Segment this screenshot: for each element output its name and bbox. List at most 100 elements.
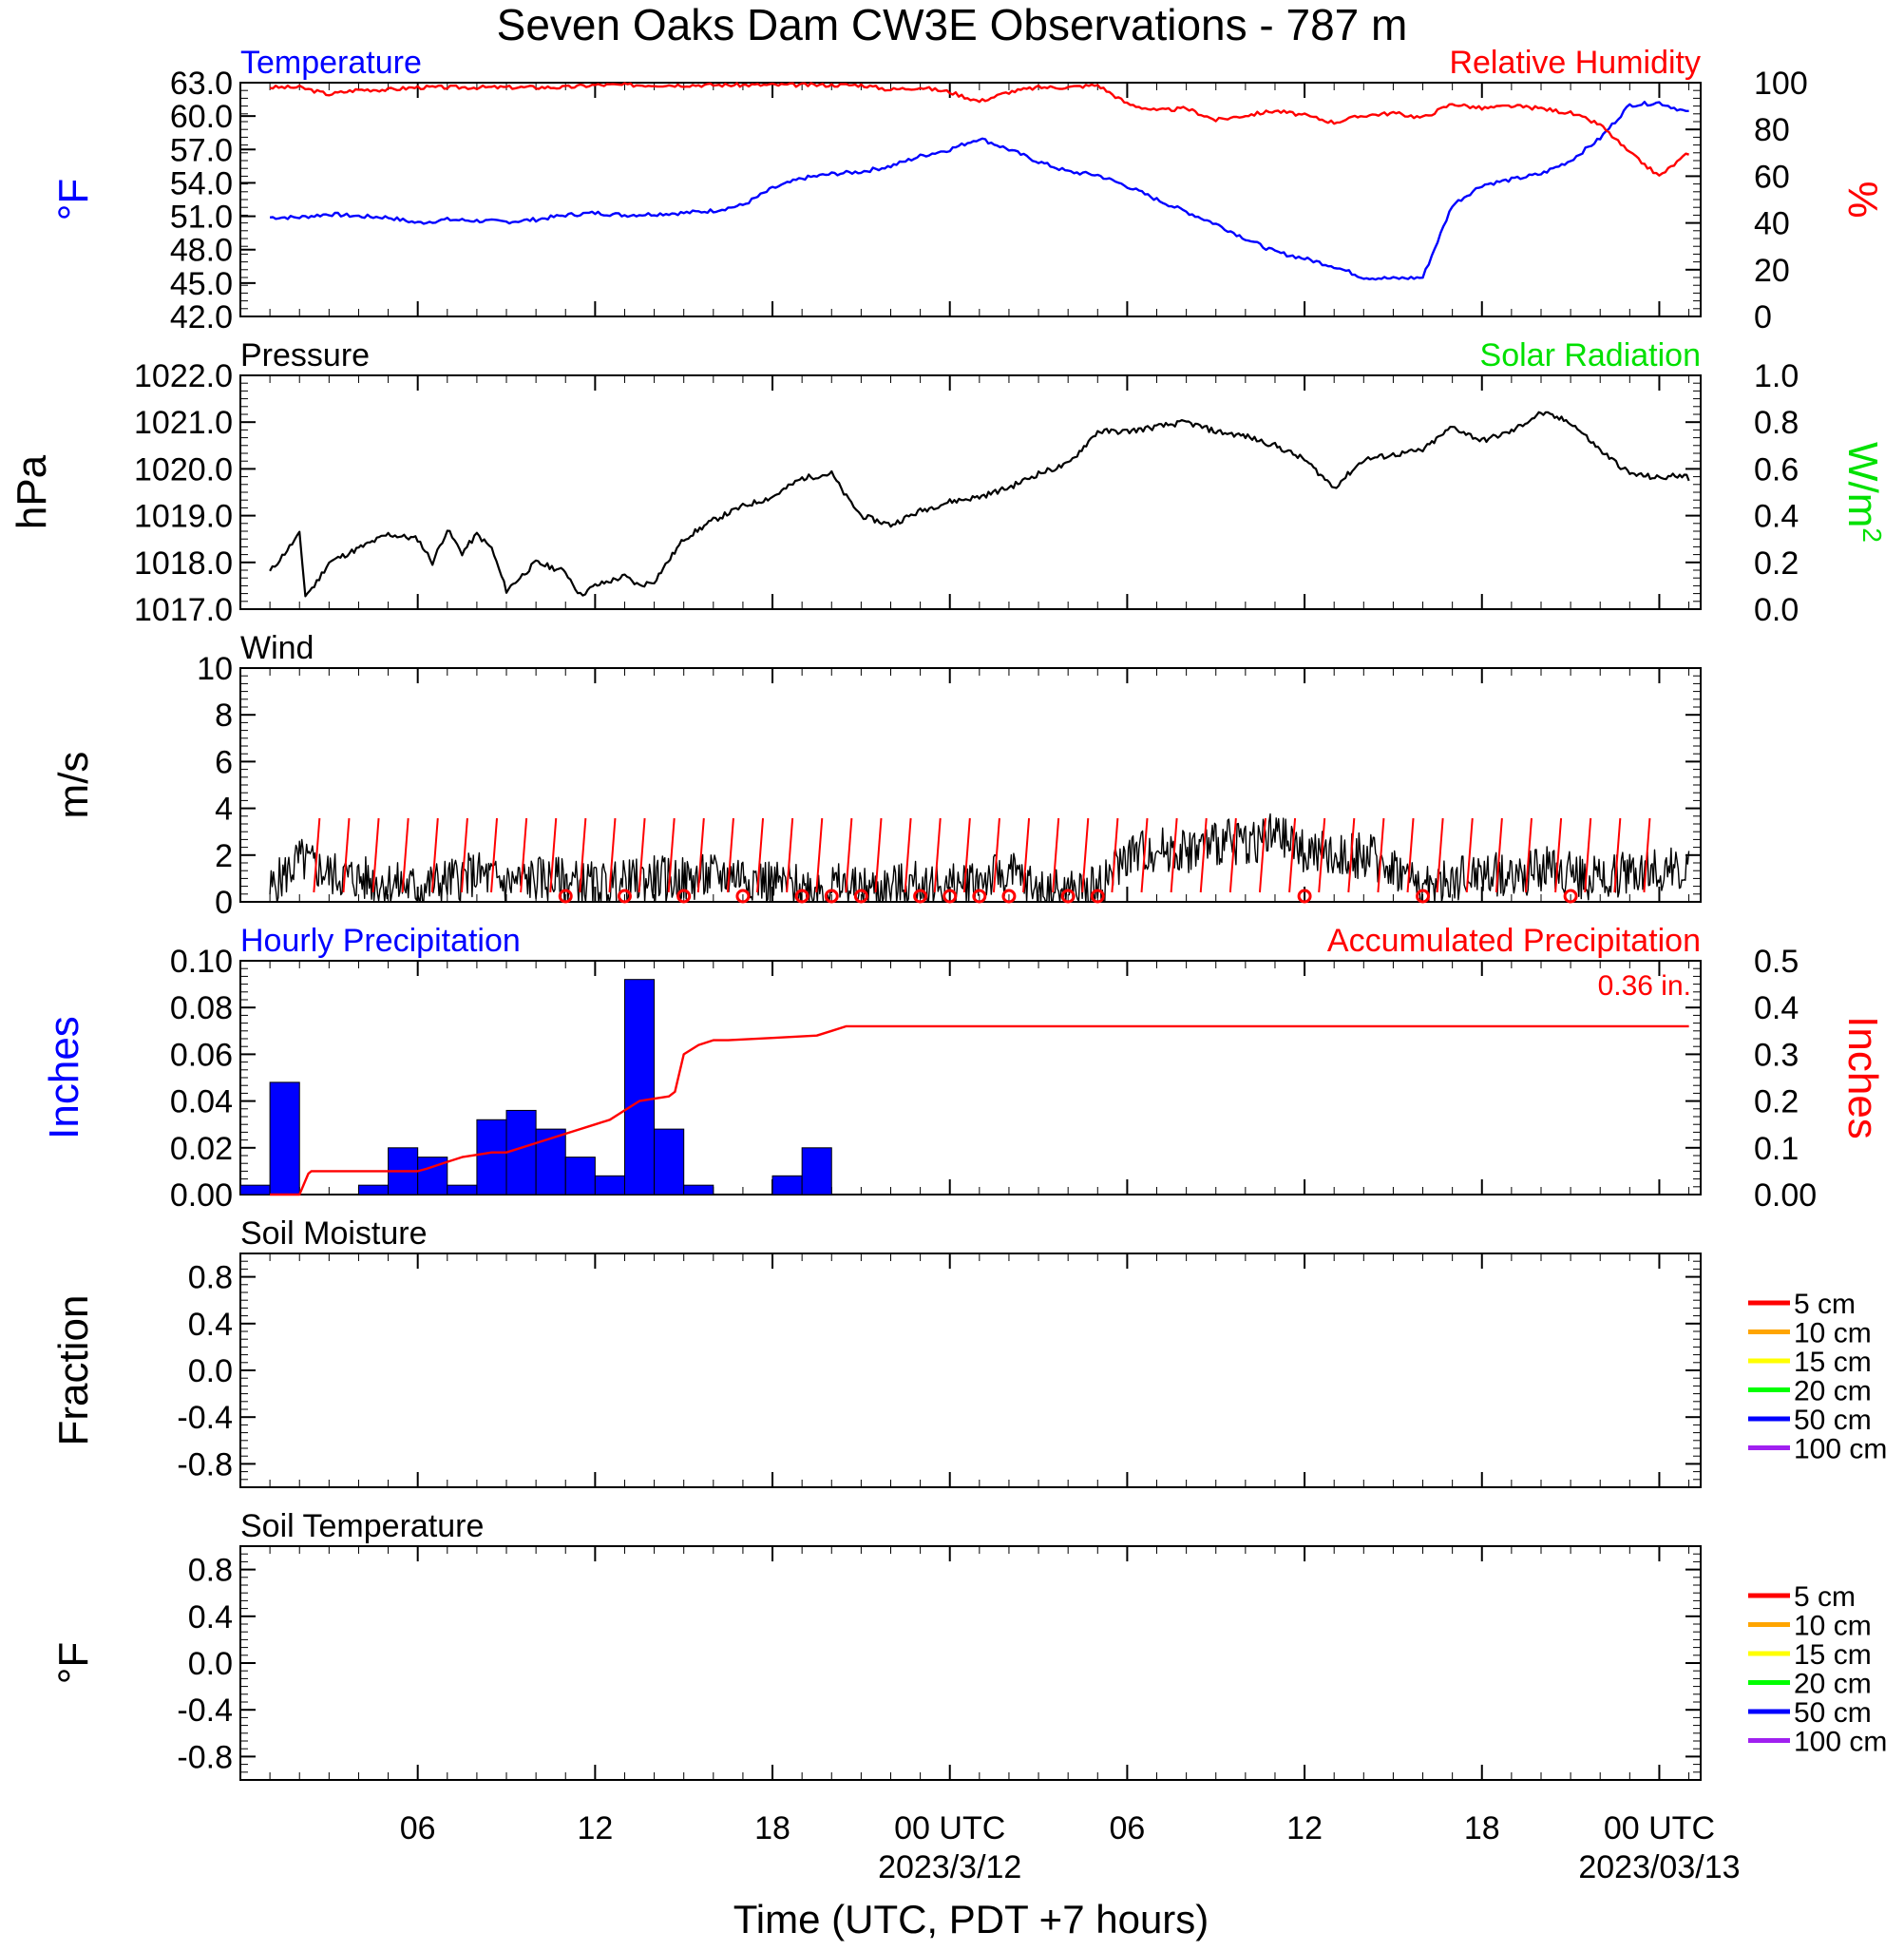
y-right-tick-label: 1.0: [1754, 358, 1799, 394]
wind-barb: [638, 817, 646, 893]
y-tick-label: 0: [215, 885, 233, 921]
legend-label: 50 cm: [1794, 1697, 1872, 1729]
y-tick-label: 6: [215, 744, 233, 780]
panel-left-title: Pressure: [240, 337, 370, 373]
y-tick-label: 51.0: [170, 200, 233, 236]
x-tick-label: 12: [1286, 1810, 1323, 1846]
legend-label: 100 cm: [1794, 1727, 1887, 1758]
y-tick-label: 60.0: [170, 99, 233, 135]
y-tick-label: 0.00: [170, 1177, 233, 1214]
y-axis-title: Fraction: [50, 1295, 97, 1446]
panel-left-title: Hourly Precipitation: [240, 923, 521, 959]
calm-wind-marker: [676, 889, 692, 904]
x-axis-title: Time (UTC, PDT +7 hours): [733, 1897, 1209, 1941]
panel-precipitation: 0.10 0.08 0.06 0.04 0.02 0.00 0.5 0.4 0.3 0.2 0.1 0…: [41, 923, 1886, 1214]
y-tick-label: 0.0: [188, 1353, 233, 1389]
calm-wind-marker: [824, 889, 839, 904]
hourly-precip-bar: [594, 1175, 625, 1195]
y-right-tick-label: 0.2: [1754, 545, 1799, 582]
wind-barb: [1111, 817, 1119, 893]
calm-wind-marker: [853, 889, 868, 904]
wind-barb: [401, 817, 409, 893]
wind-barb: [786, 817, 794, 893]
y-tick-label: -0.8: [177, 1446, 233, 1482]
hourly-precip-bar: [654, 1128, 685, 1195]
hourly-precip-bar: [623, 979, 656, 1195]
plot-frame: [239, 1253, 1702, 1488]
hourly-precip-bar: [683, 1184, 714, 1195]
y-tick-label: 0.0: [188, 1646, 233, 1682]
y-right-tick-label: 100: [1754, 66, 1808, 102]
y-tick-label: 1022.0: [134, 358, 233, 394]
y-tick-label: 4: [215, 792, 233, 828]
wind-barb: [1347, 817, 1356, 893]
y-tick-label: 0.02: [170, 1131, 233, 1167]
y-right-tick-label: 0.5: [1754, 944, 1799, 980]
y-right-tick-label: 0.3: [1754, 1037, 1799, 1073]
x-date-label: 2023/03/13: [1578, 1849, 1740, 1885]
panel-left-title: Temperature: [240, 45, 422, 81]
y-right-tick-label: 0.6: [1754, 451, 1799, 488]
legend-label: 20 cm: [1794, 1669, 1872, 1700]
legend-label: 10 cm: [1794, 1611, 1872, 1642]
panel-pressure_solar: 1022.0 1021.0 1020.0 1019.0 1018.0 1017.0 1.0 0…: [9, 337, 1888, 628]
x-tick-label: 00 UTC: [1604, 1810, 1715, 1846]
legend-label: 100 cm: [1794, 1434, 1887, 1465]
wind-barb: [1436, 817, 1444, 893]
y-tick-label: 54.0: [170, 165, 233, 201]
y-right-tick-label: 0.2: [1754, 1084, 1799, 1120]
legend-label: 15 cm: [1794, 1347, 1872, 1378]
wind-barb: [1524, 817, 1533, 893]
wind-barb: [904, 817, 912, 893]
calm-wind-marker: [735, 889, 751, 904]
y-axis-title: Inches: [41, 1016, 87, 1139]
figure-title: Seven Oaks Dam CW3E Observations - 787 m: [497, 0, 1408, 49]
wind-barb: [1228, 817, 1237, 893]
legend-label: 15 cm: [1794, 1639, 1872, 1671]
legend-label: 50 cm: [1794, 1405, 1872, 1436]
wind-barb: [1258, 817, 1266, 893]
wind-barb: [667, 817, 676, 893]
y-right-tick-label: 0.8: [1754, 405, 1799, 441]
hourly-precip-bar: [476, 1119, 507, 1195]
plot-frame: [239, 82, 1702, 317]
y-tick-label: 10: [197, 651, 233, 687]
x-tick-label: 06: [400, 1810, 436, 1846]
wind-barb: [1052, 817, 1060, 893]
panel-wind: 10 8 6 4 2 0 Wind m/s: [50, 630, 1702, 921]
accumulated-precip-line: [270, 1024, 1689, 1196]
x-tick-label: 18: [1464, 1810, 1500, 1846]
panel-temperature_humidity: 63.060.057.054.051.048.045.042.0 100 80 60 4…: [50, 45, 1886, 335]
y-right-tick-label: 60: [1754, 159, 1790, 195]
wind-barb: [1288, 817, 1297, 893]
wind-barb: [874, 817, 883, 893]
hourly-precip-bar: [357, 1184, 390, 1195]
legend-label: 5 cm: [1794, 1581, 1856, 1613]
y-tick-label: 0.06: [170, 1037, 233, 1073]
humidity-line: [269, 82, 1689, 177]
y-right-tick-label: 0.4: [1754, 499, 1799, 535]
hourly-precip-bar: [564, 1157, 596, 1195]
y-right-tick-label: 0: [1754, 299, 1772, 335]
wind-barb: [933, 817, 942, 893]
wind-barb: [460, 817, 468, 893]
hourly-precip-bar: [535, 1128, 566, 1195]
legend-label: 20 cm: [1794, 1376, 1872, 1407]
wind-barb: [608, 817, 617, 893]
wind-barb: [962, 817, 971, 893]
panel-right-title: Relative Humidity: [1449, 45, 1701, 81]
y-tick-label: 0.4: [188, 1599, 233, 1635]
y-right-tick-label: 80: [1754, 112, 1790, 148]
wind-barb: [1406, 817, 1415, 893]
hourly-precip-bar: [447, 1184, 478, 1195]
wind-barb: [490, 817, 499, 893]
y-tick-label: 2: [215, 838, 233, 874]
y-tick-label: -0.8: [177, 1739, 233, 1775]
calm-wind-marker: [1090, 889, 1105, 904]
wind-barb: [313, 817, 321, 893]
y-tick-label: -0.4: [177, 1693, 233, 1729]
y-tick-label: 0.4: [188, 1307, 233, 1343]
wind-barb: [342, 817, 351, 893]
